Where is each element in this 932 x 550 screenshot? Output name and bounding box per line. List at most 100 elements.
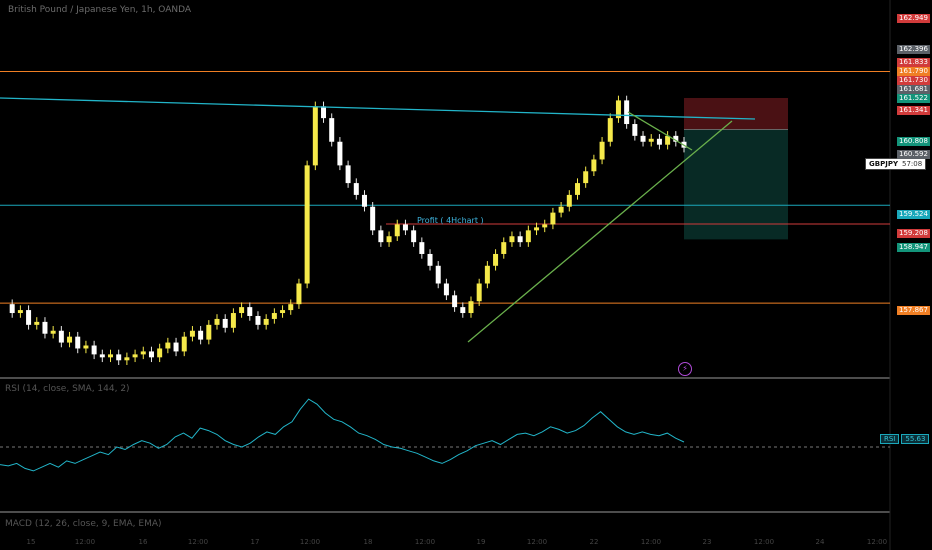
candle-body bbox=[493, 253, 499, 266]
candle-body bbox=[75, 336, 81, 349]
chart-title: British Pound / Japanese Yen, 1h, OANDA bbox=[8, 5, 192, 15]
time-axis-label: 12:00 bbox=[414, 538, 436, 546]
candle-body bbox=[239, 307, 245, 314]
candle-body bbox=[386, 236, 392, 243]
time-axis-label: 12:00 bbox=[187, 538, 209, 546]
candle-body bbox=[214, 318, 220, 325]
time-axis-label: 12:00 bbox=[640, 538, 662, 546]
candle-body bbox=[116, 354, 122, 361]
candle-body bbox=[67, 336, 73, 343]
candle-body bbox=[337, 141, 343, 166]
candle-body bbox=[443, 283, 449, 296]
candle-body bbox=[599, 141, 605, 160]
bar-countdown: 57:08 bbox=[902, 160, 923, 168]
candle-body bbox=[91, 345, 97, 355]
candle-body bbox=[673, 135, 679, 142]
price-tag: 158.947 bbox=[897, 243, 930, 252]
candle-body bbox=[525, 230, 531, 243]
candle-body bbox=[656, 138, 662, 145]
candle-body bbox=[509, 236, 515, 243]
candle-body bbox=[411, 230, 417, 243]
price-tag: 161.522 bbox=[897, 94, 930, 103]
candle-body bbox=[624, 100, 630, 125]
candle-body bbox=[517, 236, 523, 243]
time-axis-label: 12:00 bbox=[866, 538, 888, 546]
candle-body bbox=[312, 106, 318, 166]
candle-body bbox=[607, 118, 613, 142]
macd-pane-title[interactable]: MACD (12, 26, close, 9, EMA, EMA) bbox=[5, 519, 162, 529]
time-axis-label: 18 bbox=[363, 538, 373, 546]
price-tag: 161.790 bbox=[897, 67, 930, 76]
target-zone bbox=[684, 129, 788, 240]
stop-zone bbox=[684, 97, 788, 130]
candle-body bbox=[132, 354, 138, 358]
candle-body bbox=[615, 100, 621, 119]
lightning-icon[interactable]: ⚡ bbox=[678, 362, 692, 376]
candle-body bbox=[345, 165, 351, 184]
time-axis-label: 12:00 bbox=[299, 538, 321, 546]
price-tag: 159.208 bbox=[897, 229, 930, 238]
candle-body bbox=[419, 242, 425, 254]
candle-body bbox=[296, 283, 302, 305]
candle-body bbox=[198, 330, 204, 340]
price-tag: 162.949 bbox=[897, 14, 930, 23]
rsi-pane-title[interactable]: RSI (14, close, SMA, 144, 2) bbox=[5, 384, 130, 394]
candle-body bbox=[165, 342, 171, 349]
candle-body bbox=[140, 351, 146, 355]
price-tag: 160.592 bbox=[897, 150, 930, 159]
rsi-value: 55.63 bbox=[901, 434, 930, 444]
candle-body bbox=[255, 315, 261, 325]
candle-body bbox=[173, 342, 179, 352]
descending-trendline bbox=[0, 97, 756, 120]
candle-body bbox=[83, 345, 89, 349]
candle-body bbox=[280, 310, 286, 314]
candle-body bbox=[558, 206, 564, 213]
candle-body bbox=[304, 165, 310, 284]
price-tag: 161.681 bbox=[897, 85, 930, 94]
candle-body bbox=[378, 230, 384, 243]
candle-body bbox=[222, 318, 228, 328]
symbol-price-tag: GBPJPY 57:08 bbox=[865, 158, 927, 170]
candle-body bbox=[99, 354, 105, 358]
price-tag: 159.524 bbox=[897, 210, 930, 219]
time-axis[interactable]: 15 12:00 16 12:00 17 12:00 18 12:00 19 12:00 22 12:… bbox=[0, 538, 932, 550]
candle-body bbox=[394, 224, 400, 237]
candle-body bbox=[542, 224, 548, 228]
candle-body bbox=[288, 304, 294, 311]
rsi-line bbox=[0, 398, 685, 472]
candle-body bbox=[648, 138, 654, 142]
time-axis-label: 16 bbox=[138, 538, 148, 546]
candle-body bbox=[181, 336, 187, 352]
candle-body bbox=[640, 135, 646, 142]
time-axis-label: 12:00 bbox=[74, 538, 96, 546]
candle-body bbox=[534, 227, 540, 231]
candle-body bbox=[17, 310, 23, 314]
rsi-label: RSI bbox=[880, 434, 900, 444]
candle-body bbox=[460, 307, 466, 314]
candle-body bbox=[501, 242, 507, 254]
ascending-trendline bbox=[467, 120, 733, 343]
candle-body bbox=[574, 183, 580, 195]
time-axis-label: 22 bbox=[589, 538, 599, 546]
candle-body bbox=[550, 212, 556, 225]
candle-body bbox=[108, 354, 114, 358]
candle-body bbox=[665, 135, 671, 145]
candle-body bbox=[427, 253, 433, 266]
price-tag: 161.833 bbox=[897, 58, 930, 67]
price-tag: 161.341 bbox=[897, 106, 930, 115]
candle-body bbox=[321, 106, 327, 119]
candle-body bbox=[42, 321, 48, 334]
profit-annotation[interactable]: Profit ( 4Hchart ) bbox=[417, 216, 484, 225]
time-axis-label: 17 bbox=[250, 538, 260, 546]
candle-body bbox=[263, 318, 269, 325]
candle-body bbox=[50, 330, 56, 334]
candle-body bbox=[230, 313, 236, 328]
candle-body bbox=[476, 283, 482, 302]
candle-body bbox=[189, 330, 195, 337]
price-tag: 162.396 bbox=[897, 45, 930, 54]
price-tag: 157.867 bbox=[897, 306, 930, 315]
candle-body bbox=[452, 295, 458, 308]
candle-body bbox=[271, 313, 277, 319]
candle-body bbox=[206, 324, 212, 340]
